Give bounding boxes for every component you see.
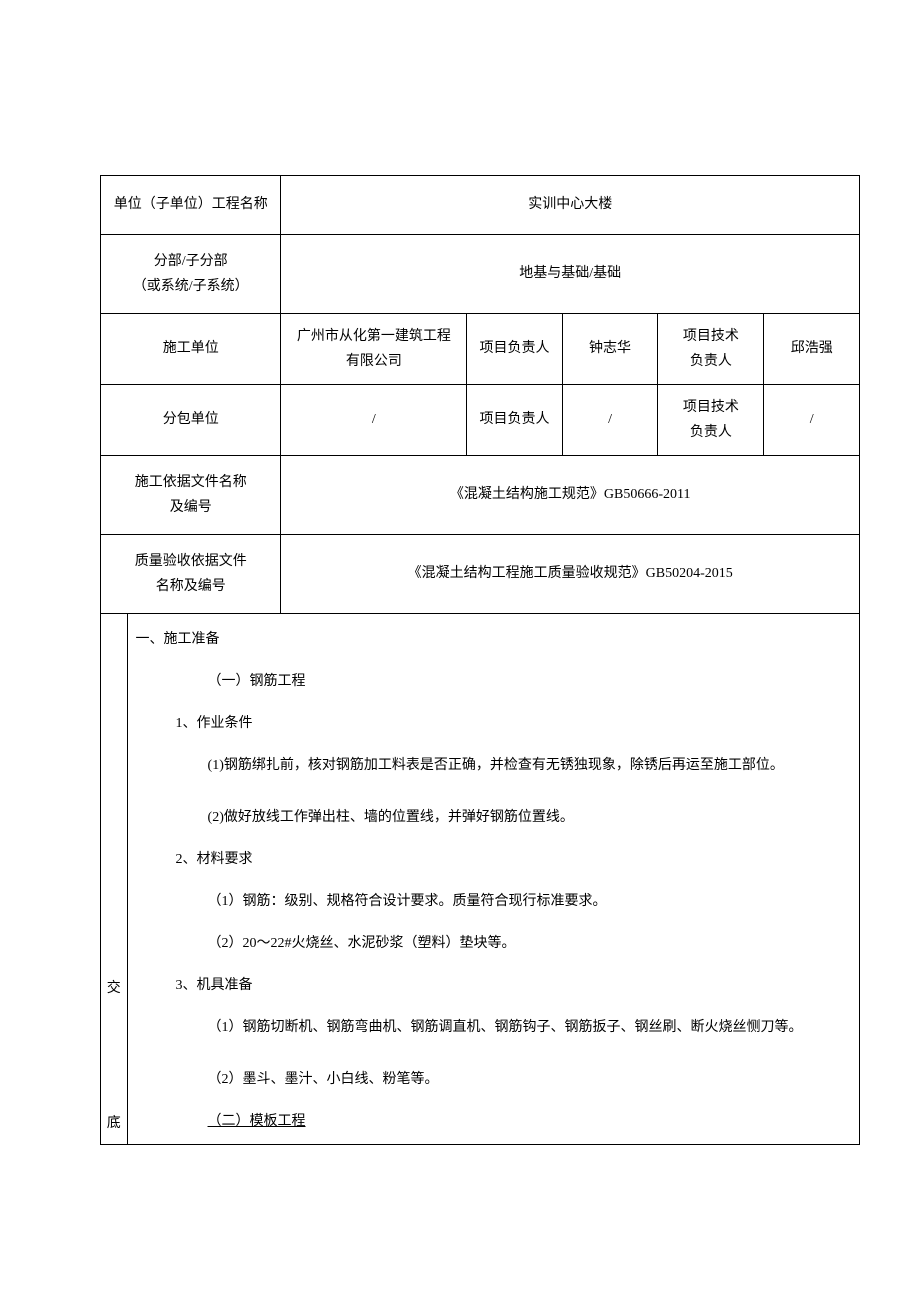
row-section: 分部/子分部 （或系统/子系统） 地基与基础/基础 [101,235,860,314]
basis-doc-label-line1: 施工依据文件名称 [135,475,247,490]
sub-tech-label-line1: 项目技术 [683,400,739,415]
accept-doc-label-line1: 质量验收依据文件 [135,554,247,569]
unit-project-value: 实训中心大楼 [281,176,860,235]
section-label: 分部/子分部 （或系统/子系统） [101,235,281,314]
sub-tech-label-line2: 负责人 [690,425,732,440]
pm-label: 项目负责人 [467,314,563,385]
side-char-2: 底 [101,1111,127,1136]
row-project-name: 单位（子单位）工程名称 实训中心大楼 [101,176,860,235]
content-h1-1-3-1: （1）钢筋切断机、钢筋弯曲机、钢筋调直机、钢筋钩子、钢筋扳子、钢丝刷、断火烧丝恻… [136,1014,839,1042]
contractor-value: 广州市从化第一建筑工程 有限公司 [281,314,467,385]
content-h1-1-3: 3、机具准备 [136,972,839,1000]
content-h1-1-1-2: (2)做好放线工作弹出柱、墙的位置线，并弹好钢筋位置线。 [136,804,839,832]
sub-pm-label: 项目负责人 [467,385,563,456]
row-basis-doc: 施工依据文件名称 及编号 《混凝土结构施工规范》GB50666-2011 [101,456,860,535]
side-label-cell: 交 底 [101,614,128,1145]
content-h1-1-2: 2、材料要求 [136,846,839,874]
contractor-value-line1: 广州市从化第一建筑工程 [297,329,451,344]
contractor-label: 施工单位 [101,314,281,385]
basis-doc-value: 《混凝土结构施工规范》GB50666-2011 [281,456,860,535]
document-page: 单位（子单位）工程名称 实训中心大楼 分部/子分部 （或系统/子系统） 地基与基… [0,0,920,1301]
accept-doc-value: 《混凝土结构工程施工质量验收规范》GB50204-2015 [281,535,860,614]
side-char-1: 交 [101,976,127,1001]
content-h1-1-1: 1、作业条件 [136,710,839,738]
row-contractor: 施工单位 广州市从化第一建筑工程 有限公司 项目负责人 钟志华 项目技术 负责人… [101,314,860,385]
basis-doc-label-line2: 及编号 [170,500,212,515]
accept-doc-label: 质量验收依据文件 名称及编号 [101,535,281,614]
sub-pm-value: / [562,385,658,456]
content-h1-1-2-2: （2）20～22#火烧丝、水泥砂浆（塑料）垫块等。 [136,930,839,958]
content-h1-1-1-1: (1)钢筋绑扎前，核对钢筋加工料表是否正确，并检查有无锈独现象，除锈后再运至施工… [136,752,839,780]
unit-project-label: 单位（子单位）工程名称 [101,176,281,235]
content-cell: 一、施工准备 （一）钢筋工程 1、作业条件 (1)钢筋绑扎前，核对钢筋加工料表是… [127,614,859,1145]
section-value: 地基与基础/基础 [281,235,860,314]
basis-doc-label: 施工依据文件名称 及编号 [101,456,281,535]
section-label-line2: （或系统/子系统） [133,279,249,294]
row-accept-doc: 质量验收依据文件 名称及编号 《混凝土结构工程施工质量验收规范》GB50204-… [101,535,860,614]
subcontractor-label: 分包单位 [101,385,281,456]
accept-doc-label-line2: 名称及编号 [156,579,226,594]
content-h1: 一、施工准备 [136,626,839,654]
row-subcontractor: 分包单位 / 项目负责人 / 项目技术 负责人 / [101,385,860,456]
tech-lead-label-line2: 负责人 [690,354,732,369]
content-h1-1: （一）钢筋工程 [136,668,839,696]
content-h1-1-2-1: （1）钢筋：级别、规格符合设计要求。质量符合现行标准要求。 [136,888,839,916]
contractor-value-line2: 有限公司 [346,354,402,369]
sub-tech-value: / [764,385,860,456]
content-h1-2: （二）模板工程 [136,1108,839,1136]
content-h1-1-3-2: （2）墨斗、墨汁、小白线、粉笔等。 [136,1066,839,1094]
main-table: 单位（子单位）工程名称 实训中心大楼 分部/子分部 （或系统/子系统） 地基与基… [100,175,860,1145]
section-label-line1: 分部/子分部 [154,254,228,269]
tech-lead-label: 项目技术 负责人 [658,314,764,385]
subcontractor-value: / [281,385,467,456]
tech-lead-value: 邱浩强 [764,314,860,385]
row-content: 交 底 一、施工准备 （一）钢筋工程 1、作业条件 (1)钢筋绑扎前，核对钢筋加… [101,614,860,1145]
sub-tech-label: 项目技术 负责人 [658,385,764,456]
pm-value: 钟志华 [562,314,658,385]
tech-lead-label-line1: 项目技术 [683,329,739,344]
